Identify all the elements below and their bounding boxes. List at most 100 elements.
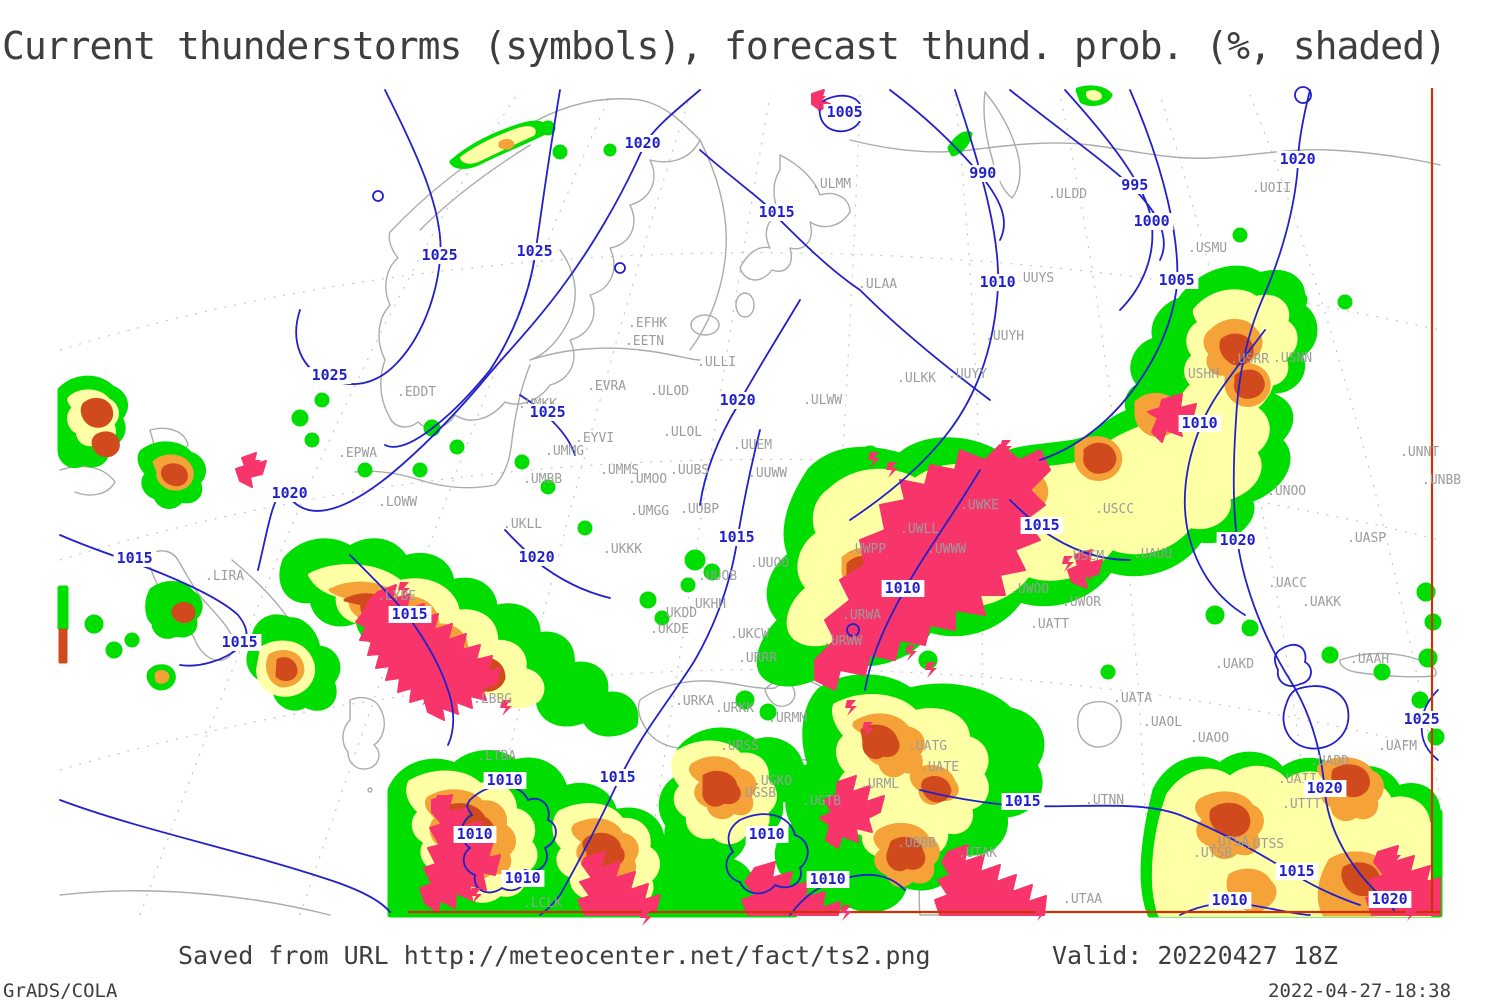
svg-text:1020: 1020 (272, 484, 308, 502)
station-label-uaol: .UAOL (1143, 715, 1182, 730)
svg-text:1015: 1015 (392, 605, 428, 623)
isobar-label-1010: 1010 (881, 579, 925, 597)
station-label-lclk: .LCLK (523, 896, 562, 911)
svg-text:1015: 1015 (759, 203, 795, 221)
station-label-usnn: .USNN (1273, 351, 1312, 366)
station-label-uafm: .UAFM (1378, 739, 1417, 754)
station-label-urmm: .URMM (768, 711, 807, 726)
station-label-utsa: .UTSA (1210, 835, 1249, 850)
station-label-uuys: .UUYS (1015, 271, 1054, 286)
station-label-uttt: .UTTT (1282, 797, 1321, 812)
svg-text:1010: 1010 (505, 869, 541, 887)
isobar-label-1020: 1020 (515, 548, 559, 566)
station-label-urka: .URKA (675, 694, 714, 709)
station-label-uuob: .UUOB (698, 569, 737, 584)
isobar-label-1025: 1025 (1400, 710, 1444, 728)
station-label-ushh: .USHH (1180, 367, 1219, 382)
isobar-label-1020: 1020 (1216, 531, 1260, 549)
isobar-label-995: 995 (1118, 176, 1152, 194)
isobar-label-990: 990 (966, 164, 1000, 182)
isobar-label-1015: 1015 (715, 528, 759, 546)
station-label-uwpp: .UWPP (847, 542, 886, 557)
station-label-ugtb: .UGTB (802, 794, 841, 809)
station-label-ukhh: .UKHH (687, 597, 726, 612)
svg-text:1020: 1020 (1372, 890, 1408, 908)
station-label-eddt: .EDDT (397, 385, 436, 400)
isobar-label-1020: 1020 (1276, 150, 1320, 168)
station-label-uakd: .UAKD (1215, 657, 1254, 672)
isobar-label-1020: 1020 (1368, 890, 1412, 908)
station-label-usmu: .USMU (1188, 241, 1227, 256)
station-label-ulol: .ULOL (663, 425, 702, 440)
svg-text:1015: 1015 (1024, 516, 1060, 534)
station-label-uscm: .USCM (1065, 549, 1104, 564)
station-label-loww: .LOWW (378, 495, 417, 510)
grads-credit: GrADS/COLA (3, 980, 118, 1002)
station-label-ukdd: .UKDD (658, 606, 697, 621)
isobar-label-1015: 1015 (113, 549, 157, 567)
station-label-umoo: .UMOO (628, 472, 667, 487)
station-label-utss: .UTSS (1245, 837, 1284, 852)
saved-from-url-text: Saved from URL http://meteocenter.net/fa… (178, 941, 931, 970)
station-label-ukde: .UKDE (650, 622, 689, 637)
station-label-uadd: .UADD (1310, 754, 1349, 769)
station-label-uatg: .UATG (908, 739, 947, 754)
isobar-label-1010: 1010 (976, 273, 1020, 291)
svg-text:1020: 1020 (1280, 150, 1316, 168)
svg-text:1025: 1025 (1404, 710, 1440, 728)
station-label-uubp: .UUBP (680, 502, 719, 517)
station-label-ukkk: .UKKK (603, 542, 642, 557)
station-label-uwoo: .UWOO (1010, 582, 1049, 597)
svg-text:1020: 1020 (1307, 779, 1343, 797)
isobar-label-1025: 1025 (308, 366, 352, 384)
station-label-utaa: .UTAA (1063, 892, 1102, 907)
station-label-uwll: .UWLL (900, 522, 939, 537)
isobar-label-1025: 1025 (418, 246, 462, 264)
station-label-ugsb: .UGSB (737, 786, 776, 801)
svg-text:1005: 1005 (1159, 271, 1195, 289)
station-label-uuem: .UUEM (733, 438, 772, 453)
isobar-label-1010: 1010 (806, 870, 850, 888)
svg-text:1020: 1020 (1220, 531, 1256, 549)
svg-text:1010: 1010 (980, 273, 1016, 291)
station-label-utak: .UTAK (958, 846, 997, 861)
svg-text:990: 990 (969, 164, 996, 182)
isobar-label-1020: 1020 (268, 484, 312, 502)
station-label-urrr: .URRR (738, 651, 777, 666)
svg-text:1010: 1010 (810, 870, 846, 888)
isobar-label-1015: 1015 (1020, 516, 1064, 534)
station-label-layer: .ULMM .ULAA .ULDD .UOII .USMU .UUYS .UUYH .ULKK… (205, 177, 1461, 911)
isobar-label-1010: 1010 (745, 825, 789, 843)
isobar-label-1010: 1010 (453, 825, 497, 843)
isobar-label-1015: 1015 (596, 768, 640, 786)
station-label-ulww: .ULWW (803, 393, 842, 408)
station-label-efhk: .EFHK (628, 316, 667, 331)
svg-text:1025: 1025 (517, 242, 553, 260)
isobar-label-1020: 1020 (1303, 779, 1347, 797)
isobar-label-layer: 1005 1020 990 995 1000 1020 1015 1025 1025 1010 10… (113, 103, 1444, 909)
station-label-ukll: .UKLL (503, 517, 542, 532)
station-label-ulod: .ULOD (650, 384, 689, 399)
isobar-label-1015: 1015 (218, 633, 262, 651)
isobar-label-1010: 1010 (1208, 891, 1252, 909)
station-label-eetn: .EETN (625, 334, 664, 349)
isobar-label-1015: 1015 (1001, 792, 1045, 810)
isobar-label-1005: 1005 (1155, 271, 1199, 289)
station-label-uscc: .USCC (1095, 502, 1134, 517)
station-label-umms: .UMMS (600, 463, 639, 478)
station-label-epwa: .EPWA (338, 446, 377, 461)
svg-text:1010: 1010 (457, 825, 493, 843)
station-label-ubbb: .UBBB (897, 836, 936, 851)
station-label-uata: .UATA (1113, 691, 1152, 706)
station-label-uauu: .UAUU (1133, 547, 1172, 562)
station-label-uwke: .UWKE (960, 498, 999, 513)
svg-text:1010: 1010 (487, 771, 523, 789)
isobar-label-1015: 1015 (755, 203, 799, 221)
station-label-ukcw: .UKCW (730, 627, 769, 642)
station-label-uate: .UATE (920, 760, 959, 775)
isobar-label-1010: 1010 (483, 771, 527, 789)
isobar-label-1015: 1015 (1275, 862, 1319, 880)
isobar-label-1015: 1015 (388, 605, 432, 623)
station-label-unnt: .UNNT (1400, 445, 1439, 460)
